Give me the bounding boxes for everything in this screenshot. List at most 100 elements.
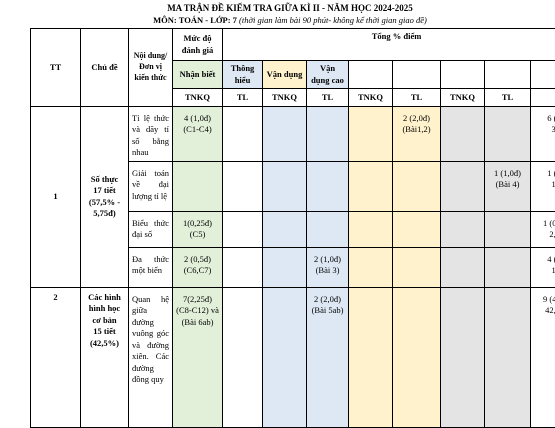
level-header: Vận dụng: [263, 61, 307, 89]
value-cell: [307, 107, 349, 162]
value-cell: 4 (1,0đ)(C1-C4): [173, 107, 223, 162]
value-cell: [223, 161, 263, 211]
header-cell: Tổng % điểm: [223, 29, 555, 61]
cell-line: 2 (0,5đ): [176, 254, 219, 265]
type-header: TNKQ: [263, 89, 307, 107]
content-cell: Đa thức một biến: [129, 247, 173, 287]
title: MA TRẬN ĐỀ KIỂM TRA GIỮA KÌ II - NĂM HỌC…: [0, 3, 555, 13]
type-header: TNKQ: [441, 89, 485, 107]
value-cell: [441, 161, 485, 211]
value-cell: 7(2,25đ)(C8-C12) và (Bài 6ab): [173, 287, 223, 427]
content-cell: Quan hệ giữa đường vuông góc và đường xi…: [129, 287, 173, 427]
value-cell: 1 (0,252,5%: [531, 211, 555, 247]
value-cell: 6 (3,030%: [531, 107, 555, 162]
value-cell: [307, 211, 349, 247]
value-cell: [441, 211, 485, 247]
content-cell: Tỉ lệ thức và dãy tỉ số bằng nhau: [129, 107, 173, 162]
cell-line: 1 (0,25: [534, 218, 555, 229]
cell-line: (Bài 4): [488, 179, 527, 190]
cell-line: (Bài1,2): [396, 124, 437, 135]
header-cell: TT: [31, 29, 81, 107]
cell-line: 9 (4,25: [534, 294, 555, 305]
table-body: TT Chủ đề Nội dung/Đơn vị kiến thức Mức …: [31, 29, 555, 428]
level-header: Nhận biết: [173, 61, 223, 89]
value-cell: 2 (2,0đ)(Bài1,2): [393, 107, 441, 162]
value-cell: [393, 161, 441, 211]
type-header: TNKQ: [173, 89, 223, 107]
topic-line: Các hình hình học cơ bản: [84, 292, 125, 326]
value-cell: [485, 107, 531, 162]
cell-line: 2,5%: [534, 229, 555, 240]
topic-line: Số thực: [84, 174, 125, 185]
value-cell: [485, 247, 531, 287]
value-cell: [349, 287, 393, 427]
cell-line: 1 (1,0: [534, 168, 555, 179]
topic-line: 5,75đ): [84, 208, 125, 219]
value-cell: [485, 287, 531, 427]
cell-line: 2 (1,0đ): [310, 254, 345, 265]
value-cell: [263, 161, 307, 211]
empty-cell: [485, 61, 531, 89]
value-cell: [441, 107, 485, 162]
value-cell: 2 (1,0đ)(Bài 3): [307, 247, 349, 287]
cell-line: (C1-C4): [176, 124, 219, 135]
value-cell: [263, 247, 307, 287]
value-cell: [441, 247, 485, 287]
value-cell: [349, 107, 393, 162]
value-cell: [263, 211, 307, 247]
value-cell: [223, 287, 263, 427]
cell-line: 4 (1,0đ): [176, 113, 219, 124]
value-cell: [223, 107, 263, 162]
cell-line: 30%: [534, 124, 555, 135]
value-cell: 2 (2,0đ)(Bài 5ab): [307, 287, 349, 427]
value-cell: 9 (4,2542,5%: [531, 287, 555, 427]
header-cell: Chủ đề: [81, 29, 129, 107]
empty-cell: [531, 61, 555, 89]
cell-line: 42,5%: [534, 305, 555, 316]
subtitle: MÔN: TOÁN - LỚP: 7 (thời gian làm bài 90…: [0, 15, 555, 25]
value-cell: [393, 287, 441, 427]
cell-line: 2 (2,0đ): [396, 113, 437, 124]
topic-line: 17 tiết: [84, 185, 125, 196]
topic-line: (42,5%): [84, 338, 125, 349]
value-cell: 4 (1,515%: [531, 247, 555, 287]
cell-line: 10%: [534, 179, 555, 190]
value-cell: 1 (1,0đ)(Bài 4): [485, 161, 531, 211]
type-header: TL: [485, 89, 531, 107]
value-cell: [393, 211, 441, 247]
value-cell: [263, 107, 307, 162]
value-cell: [485, 211, 531, 247]
value-cell: [223, 247, 263, 287]
cell-line: (C5): [176, 229, 219, 240]
tt-cell: 1: [31, 107, 81, 288]
empty-cell: [393, 61, 441, 89]
value-cell: [393, 247, 441, 287]
value-cell: [173, 161, 223, 211]
value-cell: [223, 211, 263, 247]
type-header: TL: [393, 89, 441, 107]
tt-cell: 2: [31, 287, 81, 427]
type-header: TL: [307, 89, 349, 107]
value-cell: [349, 211, 393, 247]
header-cell: Nội dung/Đơn vị kiến thức: [129, 29, 173, 107]
subtitle-note: (thời gian làm bài 90 phút- không kể thờ…: [239, 15, 427, 25]
cell-line: 1(0,25đ): [176, 218, 219, 229]
value-cell: [307, 161, 349, 211]
cell-line: (C8-C12) và (Bài 6ab): [176, 305, 219, 328]
value-cell: [263, 287, 307, 427]
cell-line: 4 (1,5: [534, 254, 555, 265]
header-cell: Mức độ đánh giá: [173, 29, 223, 61]
cell-line: 6 (3,0: [534, 113, 555, 124]
cell-line: (C6,C7): [176, 265, 219, 276]
value-cell: [349, 247, 393, 287]
cell-line: 15%: [534, 265, 555, 276]
cell-line: 1 (1,0đ): [488, 168, 527, 179]
empty-cell: [349, 61, 393, 89]
cell-line: (Bài 5ab): [310, 305, 345, 316]
content-cell: Giải toán về đại lượng tỉ lệ: [129, 161, 173, 211]
content-cell: Biểu thức đại số: [129, 211, 173, 247]
level-header: Vận dụng cao: [307, 61, 349, 89]
matrix-table: TT Chủ đề Nội dung/Đơn vị kiến thức Mức …: [30, 28, 555, 428]
